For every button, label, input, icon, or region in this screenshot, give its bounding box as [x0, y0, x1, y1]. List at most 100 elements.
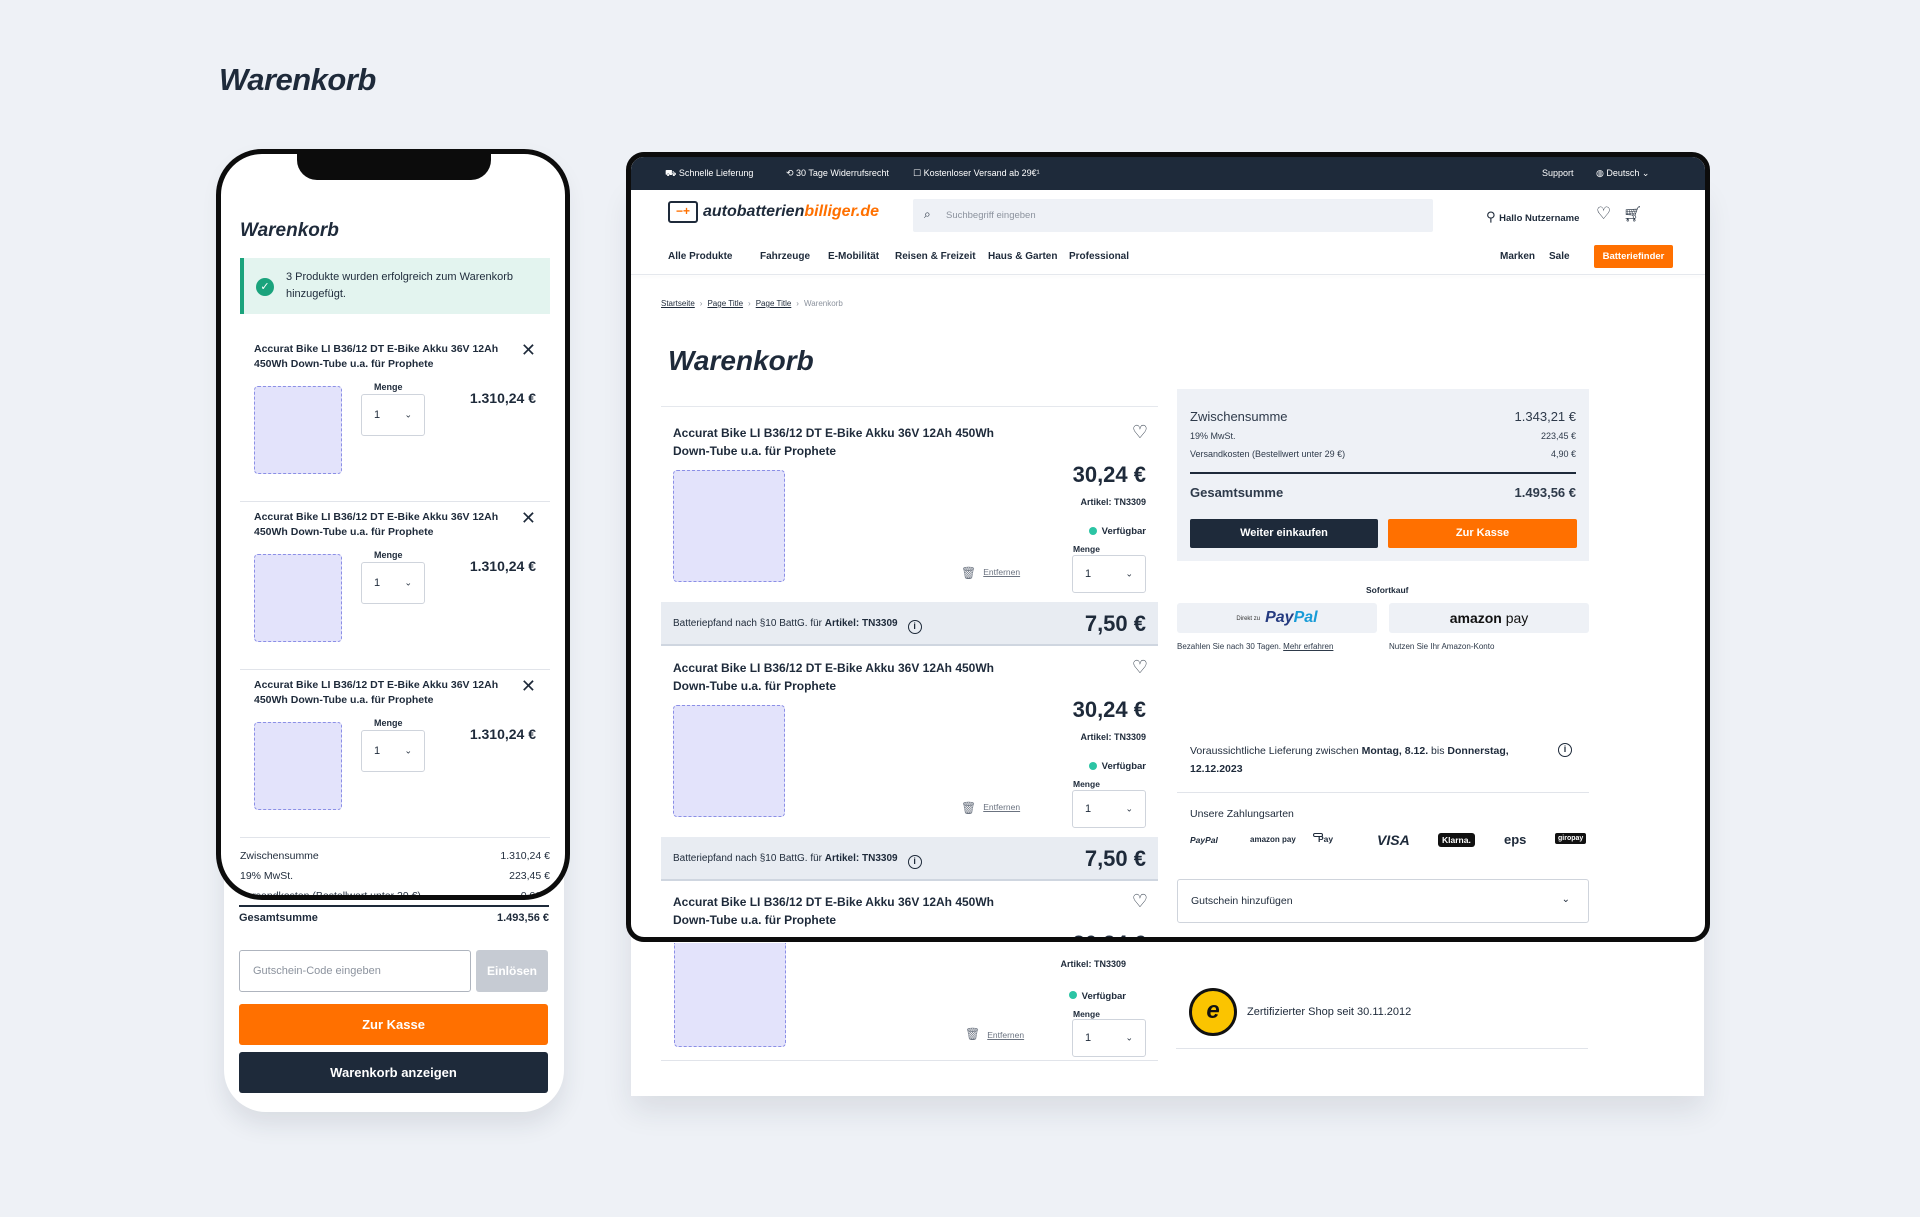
mobile-total-row: Gesamtsumme 1.493,56 € — [239, 912, 549, 924]
quantity-select[interactable]: 1 ⌄ — [361, 562, 425, 604]
paypal-button[interactable]: Direkt zu PayPal — [1177, 603, 1377, 633]
cart-item: Accurat Bike LI B36/12 DT E-Bike Akku 36… — [661, 875, 1158, 937]
vat-row: 19% MwSt. 223,45 € — [1190, 431, 1576, 441]
product-image — [254, 554, 342, 642]
continue-shopping-button[interactable]: Weiter einkaufen — [1190, 519, 1378, 548]
quantity-select[interactable]: 1 ⌄ — [361, 730, 425, 772]
nav-item-alle-produkte[interactable]: Alle Produkte — [668, 251, 733, 262]
phone-notch — [297, 150, 491, 180]
remove-link[interactable]: 🗑 Entfernen — [961, 566, 1020, 580]
coupon-input[interactable]: Gutschein-Code eingeben — [239, 950, 471, 992]
product-name[interactable]: Accurat Bike LI B36/12 DT E-Bike Akku 36… — [254, 343, 499, 370]
heart-icon[interactable]: ♡ — [1131, 891, 1148, 911]
product-name[interactable]: Accurat Bike LI B36/12 DT E-Bike Akku 36… — [673, 895, 995, 927]
nav-item-e-mobilitaet[interactable]: E-Mobilität — [828, 251, 880, 262]
product-name[interactable]: Accurat Bike LI B36/12 DT E-Bike Akku 36… — [254, 679, 499, 706]
nav-item-fahrzeuge[interactable]: Fahrzeuge — [760, 251, 811, 262]
close-icon[interactable]: ✕ — [520, 508, 536, 528]
amazon-pay-button[interactable]: amazon pay — [1389, 603, 1589, 633]
remove-link[interactable]: 🗑 Entfernen — [961, 801, 1020, 815]
coupon-accordion[interactable]: Gutschein hinzufügen ⌄ — [1177, 879, 1589, 923]
nav-item-reisen-freizeit[interactable]: Reisen & Freizeit — [895, 251, 976, 262]
chevron-right-icon: › — [748, 299, 751, 308]
trusted-shops-seal: e — [1189, 988, 1237, 1036]
greeting-label: Hallo Nutzername — [1499, 213, 1580, 224]
status-dot — [1088, 762, 1097, 770]
redeem-button[interactable]: Einlösen — [476, 950, 548, 992]
giropay-icon: giropay — [1555, 833, 1587, 844]
nav-item-marken[interactable]: Marken — [1500, 251, 1536, 262]
quantity-select[interactable]: 1 ⌄ — [1072, 555, 1146, 593]
view-cart-button[interactable]: Warenkorb anzeigen — [239, 1052, 548, 1093]
mobile-checkout-button[interactable]: Zur Kasse — [239, 1004, 548, 1045]
language-select[interactable]: ◍ Deutsch ⌄ — [1596, 168, 1649, 179]
heart-icon[interactable]: ♡ — [1131, 657, 1148, 677]
cart-title: Warenkorb — [668, 345, 814, 376]
trash-icon: 🗑 — [961, 566, 977, 580]
close-icon[interactable]: ✕ — [520, 676, 536, 696]
info-icon[interactable]: i — [907, 855, 922, 869]
delivery-from: Montag, 8.12. — [1361, 745, 1429, 757]
nav-item-professional[interactable]: Professional — [1069, 251, 1130, 262]
amazon-note: Nutzen Sie Ihr Amazon-Konto — [1389, 642, 1495, 651]
main-navigation: Alle Produkte Fahrzeuge E-Mobilität Reis… — [631, 245, 1705, 269]
account-link[interactable]: ⚲ Hallo Nutzername — [1486, 209, 1579, 225]
shipping-value: 4,90 € — [1550, 449, 1576, 459]
heart-icon[interactable]: ♡ — [1596, 204, 1612, 223]
site-logo[interactable]: −+ autobatterienbilliger.de — [668, 201, 879, 223]
info-icon[interactable]: i — [907, 620, 922, 634]
chevron-down-icon: ⌄ — [1125, 1032, 1133, 1043]
quantity-select[interactable]: 1 ⌄ — [1072, 1019, 1146, 1057]
mobile-cart-item: Accurat Bike LI B36/12 DT E-Bike Akku 36… — [240, 340, 550, 502]
shipping-row: Versandkosten (Bestellwert unter 29 €) 4,… — [1190, 449, 1576, 459]
check-icon: ✓ — [256, 278, 274, 296]
mobile-phone-frame: Warenkorb ✓ 3 Produkte wurden erfolgreic… — [216, 149, 570, 900]
chevron-right-icon: › — [699, 299, 703, 308]
nav-item-haus-garten[interactable]: Haus & Garten — [988, 251, 1058, 262]
support-link[interactable]: Support — [1542, 168, 1574, 178]
remove-link[interactable]: 🗑 Entfernen — [965, 1027, 1024, 1041]
heart-icon[interactable]: ♡ — [1131, 422, 1148, 442]
desktop-browser-frame: ⛟ Schnelle Lieferung ⟲ 30 Tage Widerrufs… — [626, 152, 1710, 942]
subtotal-row: Zwischensumme 1.343,21 € — [1190, 409, 1576, 424]
close-icon[interactable]: ✕ — [520, 340, 536, 360]
cart-icon[interactable]: 🛒︎ — [1623, 206, 1643, 223]
cart-item: Accurat Bike LI B36/12 DT E-Bike Akku 36… — [661, 641, 1158, 837]
quantity-value: 1 — [374, 745, 381, 757]
quantity-select[interactable]: 1 ⌄ — [1072, 790, 1146, 828]
shipping-row: Versandkosten (Bestellwert unter 29 €) 0,… — [240, 890, 550, 895]
trash-icon: 🗑 — [961, 801, 977, 815]
availability-text: Verfügbar — [1081, 991, 1126, 1002]
vat-label: 19% MwSt. — [1190, 431, 1236, 441]
chevron-down-icon: ⌄ — [1125, 568, 1133, 579]
mobile-cart-item: Accurat Bike LI B36/12 DT E-Bike Akku 36… — [240, 508, 550, 670]
info-icon[interactable]: i — [1558, 743, 1572, 757]
checkout-button[interactable]: Zur Kasse — [1388, 519, 1577, 548]
product-price: 30,24 € — [1072, 697, 1146, 722]
search-placeholder: Suchbegriff eingeben — [946, 210, 1036, 221]
product-name[interactable]: Accurat Bike LI B36/12 DT E-Bike Akku 36… — [254, 511, 499, 538]
trust-divider — [1176, 1048, 1588, 1049]
availability-text: Verfügbar — [1101, 526, 1146, 537]
breadcrumb-link[interactable]: Page Title — [707, 299, 744, 308]
quantity-label: Menge — [1073, 779, 1100, 789]
remove-label: Entfernen — [987, 1030, 1025, 1040]
subtotal-label: Zwischensumme — [240, 850, 319, 862]
item-divider — [661, 1060, 1158, 1061]
batteriefinder-button[interactable]: Batteriefinder — [1594, 245, 1673, 268]
product-price: 1.310,24 € — [469, 390, 536, 406]
nav-item-sale[interactable]: Sale — [1549, 251, 1570, 262]
product-price: 30,24 € — [1072, 462, 1146, 487]
search-input[interactable]: ⌕ Suchbegriff eingeben — [913, 199, 1433, 232]
breadcrumb-link[interactable]: Startseite — [661, 299, 695, 308]
breadcrumb-link[interactable]: Page Title — [755, 299, 792, 308]
product-name[interactable]: Accurat Bike LI B36/12 DT E-Bike Akku 36… — [673, 426, 995, 458]
total-value: 1.493,56 € — [1514, 485, 1576, 500]
quantity-select[interactable]: 1 ⌄ — [361, 394, 425, 436]
deposit-article: Artikel: TN3309 — [824, 853, 898, 864]
service-item: ☐ Kostenloser Versand ab 29€¹ — [913, 168, 1040, 179]
learn-more-link[interactable]: Mehr erfahren — [1283, 642, 1334, 651]
service-topbar: ⛟ Schnelle Lieferung ⟲ 30 Tage Widerrufs… — [631, 157, 1705, 190]
product-name[interactable]: Accurat Bike LI B36/12 DT E-Bike Akku 36… — [673, 661, 995, 693]
quantity-value: 1 — [1085, 1032, 1092, 1044]
